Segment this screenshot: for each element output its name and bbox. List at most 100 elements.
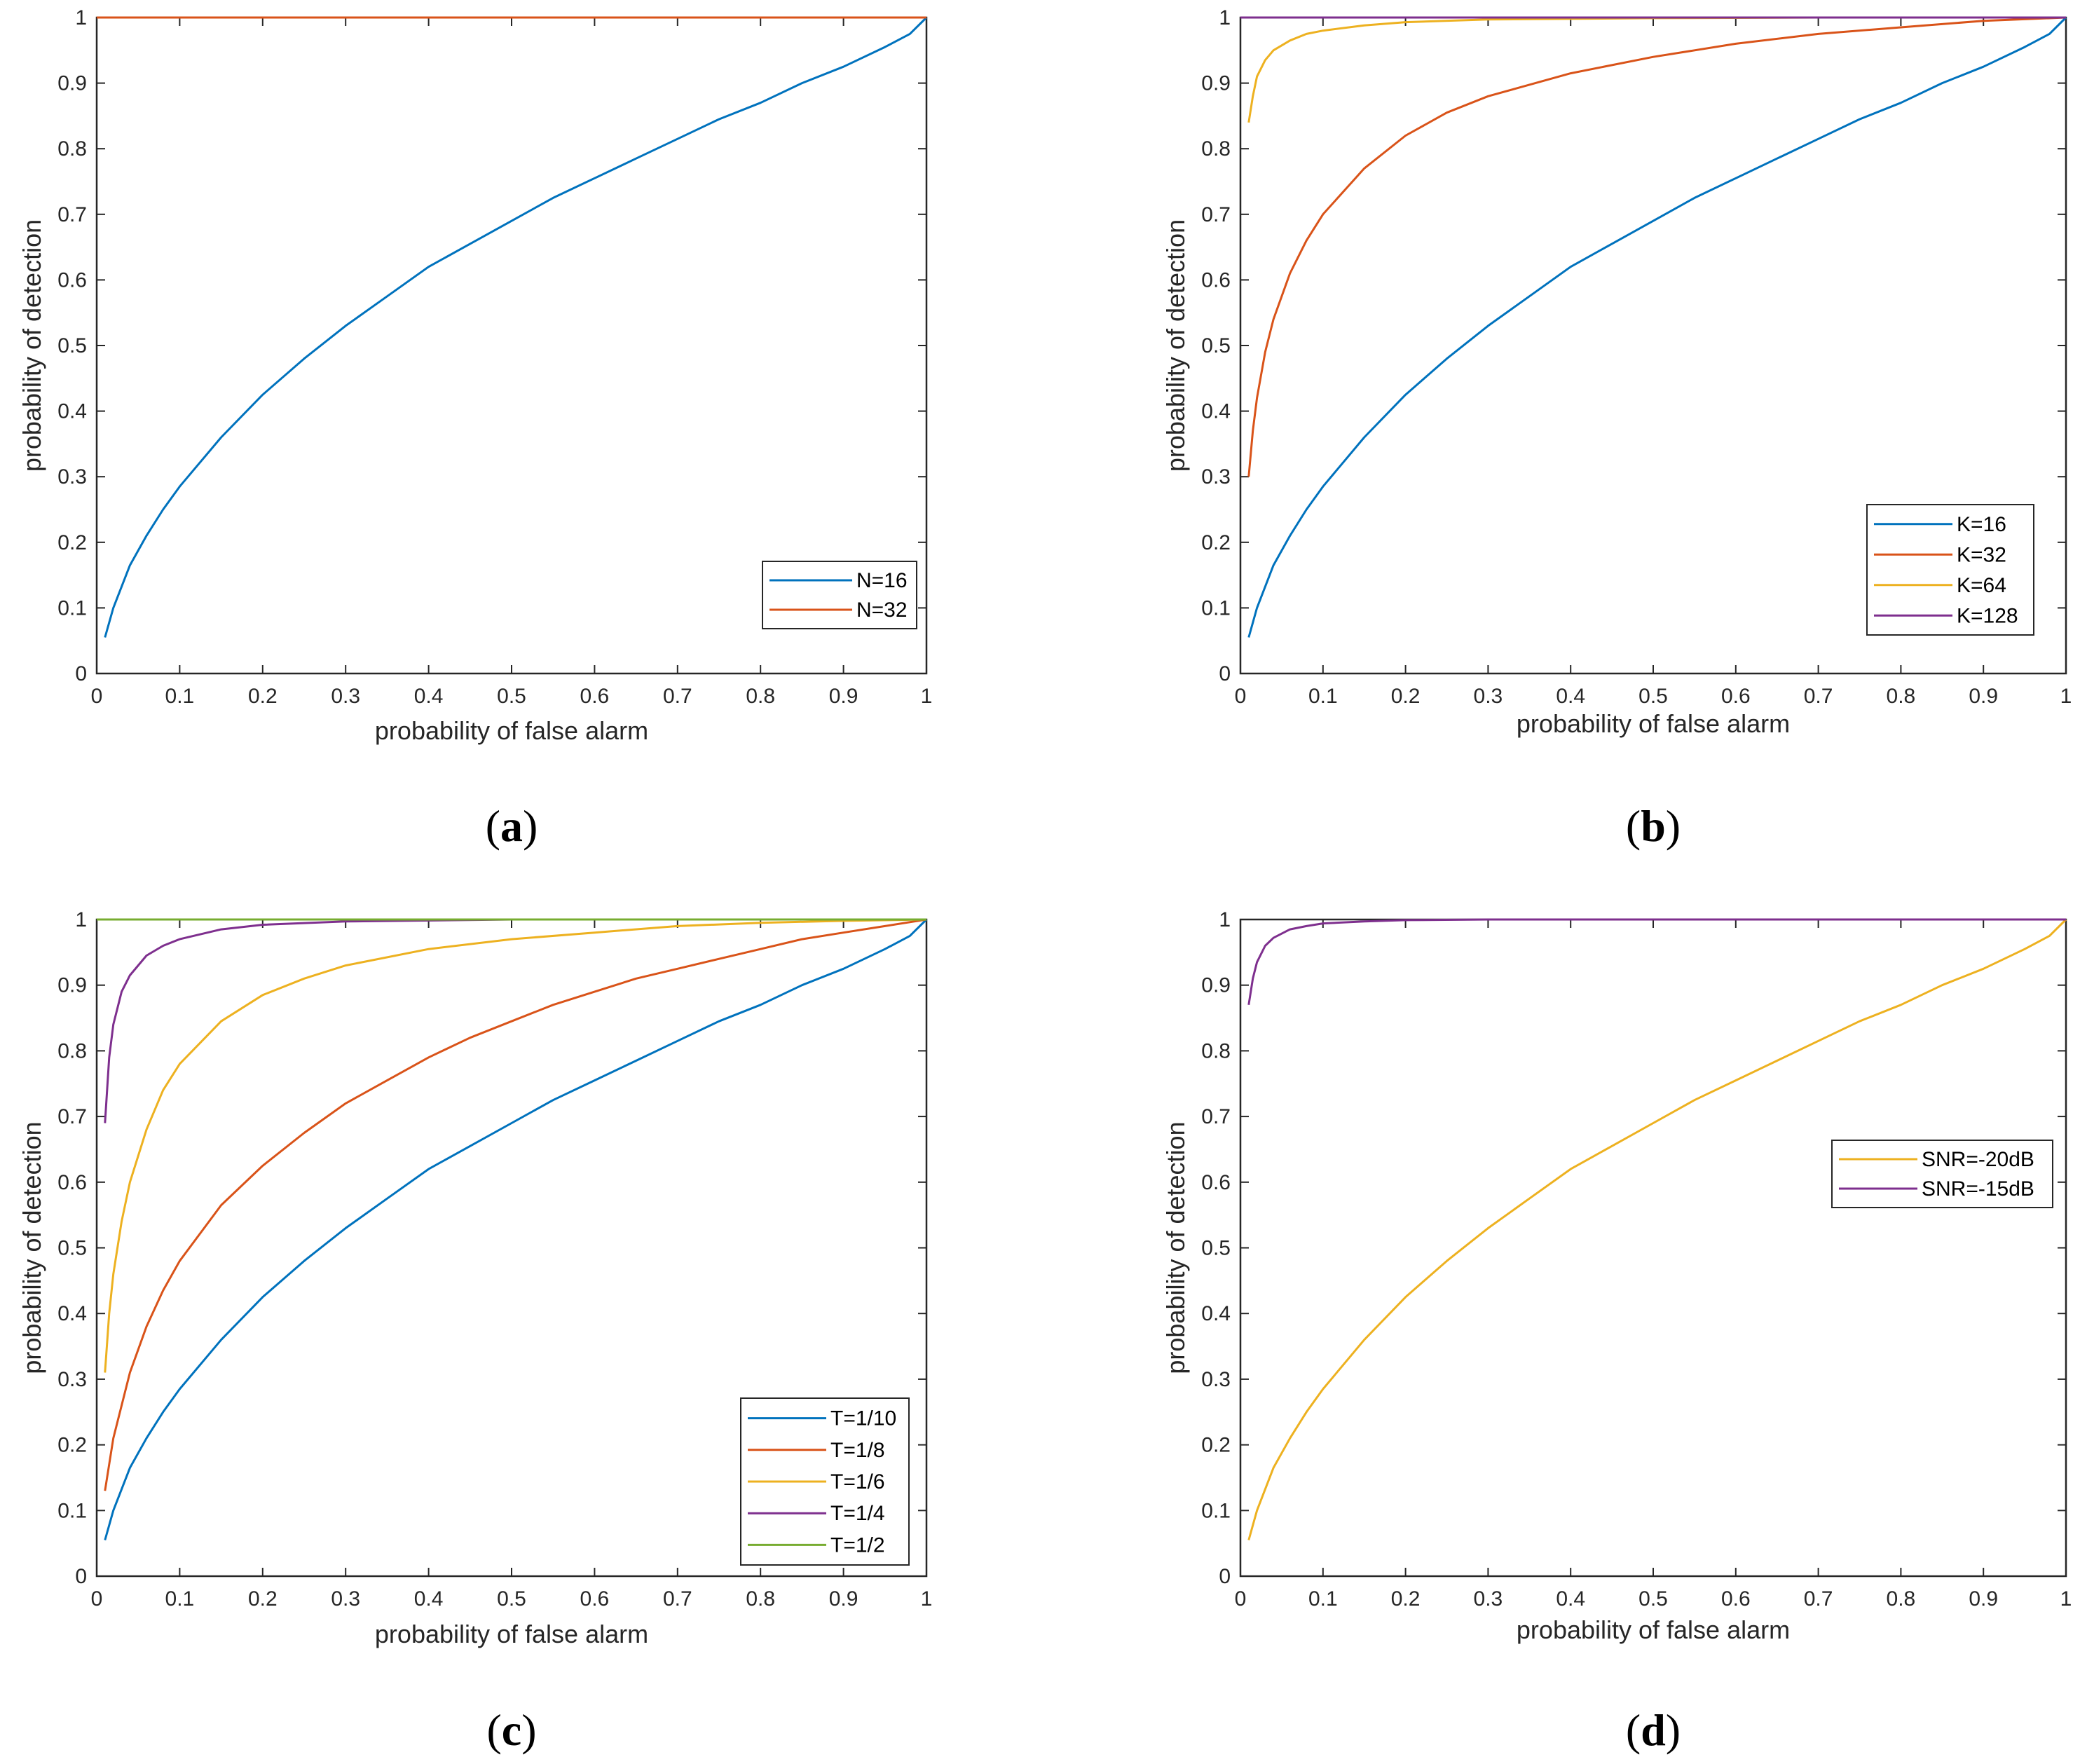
x-tick-label: 0 xyxy=(1235,685,1247,708)
legend-box xyxy=(1866,504,2034,636)
x-tick-label: 0.5 xyxy=(1638,1587,1668,1611)
y-tick-label: 0.3 xyxy=(1201,1368,1231,1391)
series-line-t-1-4 xyxy=(104,918,926,1123)
y-tick-label: 0.7 xyxy=(57,1105,87,1128)
x-tick-label: 0 xyxy=(91,685,103,708)
y-tick-label: 0.1 xyxy=(57,596,87,620)
y-tick-label: 0 xyxy=(1219,662,1231,685)
chart-panel-d: 0 0.1 0.2 0.3 0.4 0.5 0.6 0.7 0.8 0.9 1 0 0.1 0.2 0.3 0… xyxy=(1161,908,2072,1755)
y-tick-label: 0.1 xyxy=(57,1499,87,1522)
x-tick-label: 0.6 xyxy=(580,685,610,708)
legend-box xyxy=(762,561,917,629)
y-tick-label: 0.2 xyxy=(1201,531,1231,554)
series-line-snr-15db xyxy=(1247,918,2066,1006)
legend-box xyxy=(1831,1140,2053,1208)
legend-label: K=32 xyxy=(1957,543,2006,566)
legend-label: T=1/2 xyxy=(830,1533,885,1557)
chart-panel-b: 0 0.1 0.2 0.3 0.4 0.5 0.6 0.7 0.8 0.9 1 0 0.1 0.2 0.3 0… xyxy=(1161,6,2072,851)
y-tick-label: 0.2 xyxy=(57,531,87,554)
x-tick-label: 0.5 xyxy=(497,1587,526,1611)
x-tick-label: 0.3 xyxy=(331,685,360,708)
series-line-t-1-10 xyxy=(104,918,928,1540)
panel-caption: (d) xyxy=(1626,1705,1681,1755)
x-tick-label: 0.2 xyxy=(1391,685,1421,708)
y-tick-label: 0.9 xyxy=(57,72,87,95)
legend-label: T=1/10 xyxy=(830,1407,896,1430)
x-tick-label: 0.1 xyxy=(1308,685,1338,708)
panel-caption: (b) xyxy=(1626,801,1681,851)
y-tick-label: 0.5 xyxy=(1201,334,1231,357)
x-tick-label: 0.9 xyxy=(829,1587,858,1611)
y-tick-label: 1 xyxy=(1219,6,1231,29)
x-tick-label: 1 xyxy=(2060,1587,2072,1611)
y-tick-label: 1 xyxy=(75,6,87,29)
x-tick-label: 1 xyxy=(2060,685,2072,708)
y-tick-label: 0.7 xyxy=(57,203,87,226)
y-tick-label: 0.7 xyxy=(1201,203,1231,226)
x-tick-label: 0.9 xyxy=(1969,685,1998,708)
y-tick-label: 0.9 xyxy=(57,974,87,997)
legend: SNR=-20dB SNR=-15dB xyxy=(1831,1140,2053,1208)
x-tick-label: 0.7 xyxy=(663,685,692,708)
x-tick-label: 0.9 xyxy=(1969,1587,1998,1611)
panel-caption: (c) xyxy=(486,1705,536,1755)
x-tick-label: 0.4 xyxy=(414,1587,444,1611)
y-tick-label: 0.5 xyxy=(57,334,87,357)
x-tick-label: 0.6 xyxy=(580,1587,610,1611)
x-tick-label: 0.4 xyxy=(1556,1587,1585,1611)
y-tick-label: 0.1 xyxy=(1201,596,1231,620)
y-tick-label: 0.3 xyxy=(57,465,87,488)
legend: T=1/10 T=1/8 T=1/6 T=1/4 T=1/2 xyxy=(740,1397,910,1566)
y-tick-label: 0.6 xyxy=(1201,268,1231,292)
y-tick-label: 0.4 xyxy=(57,400,87,423)
x-tick-label: 0.1 xyxy=(1308,1587,1338,1611)
x-tick-label: 0.3 xyxy=(1474,685,1503,708)
x-tick-label: 0 xyxy=(91,1587,103,1611)
series-line-n-16 xyxy=(104,16,928,638)
x-tick-label: 0.8 xyxy=(746,1587,775,1611)
x-tick-label: 0.4 xyxy=(414,685,444,708)
y-tick-label: 0.8 xyxy=(57,1039,87,1062)
legend-label: K=128 xyxy=(1957,604,2018,627)
y-tick-label: 0.3 xyxy=(57,1368,87,1391)
series-line-t-1-8 xyxy=(104,918,927,1491)
chart-panel-c: 0 0.1 0.2 0.3 0.4 0.5 0.6 0.7 0.8 0.9 1 0 0.1 0.2 0.3 0… xyxy=(18,908,932,1755)
y-axis-label: probability of detection xyxy=(1161,219,1190,472)
x-tick-label: 0.5 xyxy=(497,685,526,708)
y-tick-label: 0 xyxy=(1219,1565,1231,1588)
legend-label: K=64 xyxy=(1957,574,2006,597)
y-tick-label: 0.4 xyxy=(1201,400,1231,423)
x-tick-label: 0.4 xyxy=(1556,685,1585,708)
legend-label: SNR=-20dB xyxy=(1922,1148,2034,1171)
legend: N=16 N=32 xyxy=(762,561,917,629)
x-tick-label: 0.6 xyxy=(1721,685,1751,708)
series-line-t-1-6 xyxy=(104,918,927,1373)
chart-panel-a: 0 0.1 0.2 0.3 0.4 0.5 0.6 0.7 0.8 0.9 1 0 0.1 0.2 0.3 0… xyxy=(18,6,932,851)
y-tick-label: 0.9 xyxy=(1201,72,1231,95)
y-tick-label: 0.2 xyxy=(57,1434,87,1457)
legend-label: T=1/4 xyxy=(830,1502,885,1525)
x-tick-label: 0.8 xyxy=(746,685,775,708)
panel-caption: (a) xyxy=(486,801,538,851)
x-tick-label: 0.8 xyxy=(1887,1587,1916,1611)
y-axis-label: probability of detection xyxy=(1161,1121,1190,1374)
y-tick-label: 0.4 xyxy=(57,1302,87,1325)
x-tick-label: 0.7 xyxy=(1804,1587,1833,1611)
x-tick-label: 0.9 xyxy=(829,685,858,708)
x-tick-label: 0.1 xyxy=(165,1587,195,1611)
y-tick-label: 0.1 xyxy=(1201,1499,1231,1522)
x-tick-label: 0.2 xyxy=(1391,1587,1421,1611)
y-tick-label: 0.4 xyxy=(1201,1302,1231,1325)
x-tick-label: 0.7 xyxy=(663,1587,692,1611)
legend-label: K=16 xyxy=(1957,513,2006,536)
y-tick-label: 0.6 xyxy=(57,268,87,292)
x-tick-label: 1 xyxy=(921,685,933,708)
x-tick-label: 0.2 xyxy=(248,1587,278,1611)
y-tick-label: 0.8 xyxy=(1201,137,1231,160)
x-tick-label: 0.7 xyxy=(1804,685,1833,708)
x-tick-label: 0.5 xyxy=(1638,685,1668,708)
x-axis-label: probability of false alarm xyxy=(375,716,648,745)
series-line-k-32 xyxy=(1247,16,2067,477)
legend-label: T=1/6 xyxy=(830,1470,885,1493)
